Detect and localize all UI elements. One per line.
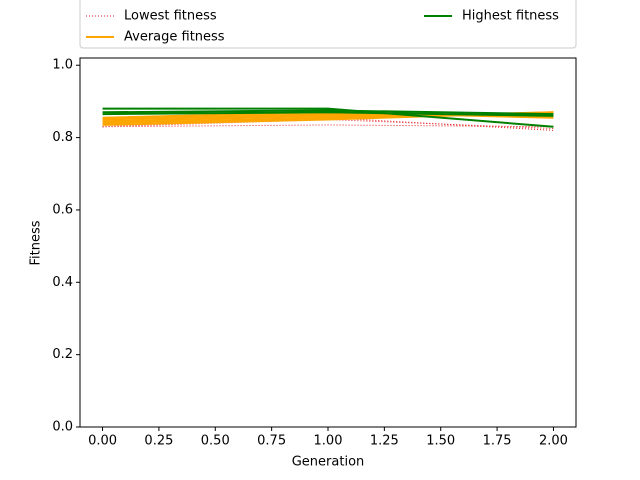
x-tick-label: 0.00 — [88, 434, 117, 449]
y-axis-label: Fitness — [29, 220, 44, 265]
x-tick-label: 1.00 — [314, 434, 343, 449]
legend-label: Highest fitness — [462, 9, 559, 24]
y-tick-label: 0.0 — [52, 420, 73, 435]
plot-frame — [79, 57, 577, 428]
y-tick-label: 0.8 — [52, 130, 73, 145]
series-line — [102, 109, 554, 116]
series-line — [102, 111, 554, 117]
x-tick-label: 0.75 — [257, 434, 286, 449]
y-tick-label: 1.0 — [52, 58, 73, 73]
legend-label: Lowest fitness — [124, 9, 217, 24]
x-tick-label: 2.00 — [539, 434, 568, 449]
y-tick-label: 0.2 — [52, 347, 73, 362]
x-tick-label: 0.25 — [144, 434, 173, 449]
legend-box — [79, 0, 577, 49]
x-tick-label: 0.50 — [201, 434, 230, 449]
y-tick-label: 0.4 — [52, 275, 73, 290]
x-tick-label: 1.25 — [370, 434, 399, 449]
series-line — [102, 107, 554, 128]
x-axis-label: Generation — [292, 455, 365, 470]
x-tick-label: 1.75 — [483, 434, 512, 449]
x-tick-label: 1.50 — [426, 434, 455, 449]
legend-label: Average fitness — [124, 30, 225, 45]
series-line — [102, 124, 554, 128]
y-tick-label: 0.6 — [52, 202, 73, 217]
